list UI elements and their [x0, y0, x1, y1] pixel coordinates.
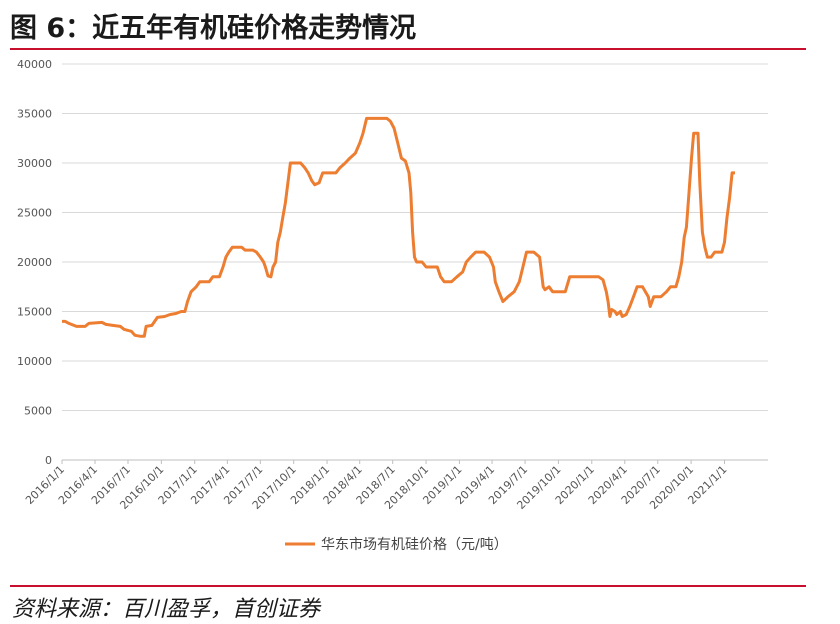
y-axis-ticks: 0 5000 10000 15000 20000 25000 30000 35000 40000 [17, 58, 52, 467]
gridlines [62, 63, 768, 411]
y-tick-label: 5000 [24, 405, 52, 418]
source-note: 资料来源：百川盈孚，首创证券 [12, 597, 321, 622]
y-tick-label: 20000 [17, 256, 52, 269]
series-line-east-china-price [62, 116, 735, 338]
y-tick-label: 30000 [17, 157, 52, 170]
y-tick-label: 35000 [17, 108, 52, 121]
x-axis-ticks: 2016/1/12016/4/12016/7/12016/10/12017/1/… [23, 460, 730, 512]
source-rule [10, 585, 806, 587]
price-line-chart: 0 5000 10000 15000 20000 25000 30000 35000 40000… [17, 58, 768, 553]
y-tick-label: 10000 [17, 355, 52, 368]
figure-title: 图 6：近五年有机硅价格走势情况 [10, 13, 417, 44]
y-tick-label: 0 [45, 454, 52, 467]
y-tick-label: 15000 [17, 306, 52, 319]
title-rule [10, 48, 806, 50]
y-tick-label: 25000 [17, 207, 52, 220]
y-tick-label: 40000 [17, 58, 52, 71]
legend: 华东市场有机硅价格（元/吨） [285, 536, 508, 553]
legend-label: 华东市场有机硅价格（元/吨） [321, 536, 508, 553]
